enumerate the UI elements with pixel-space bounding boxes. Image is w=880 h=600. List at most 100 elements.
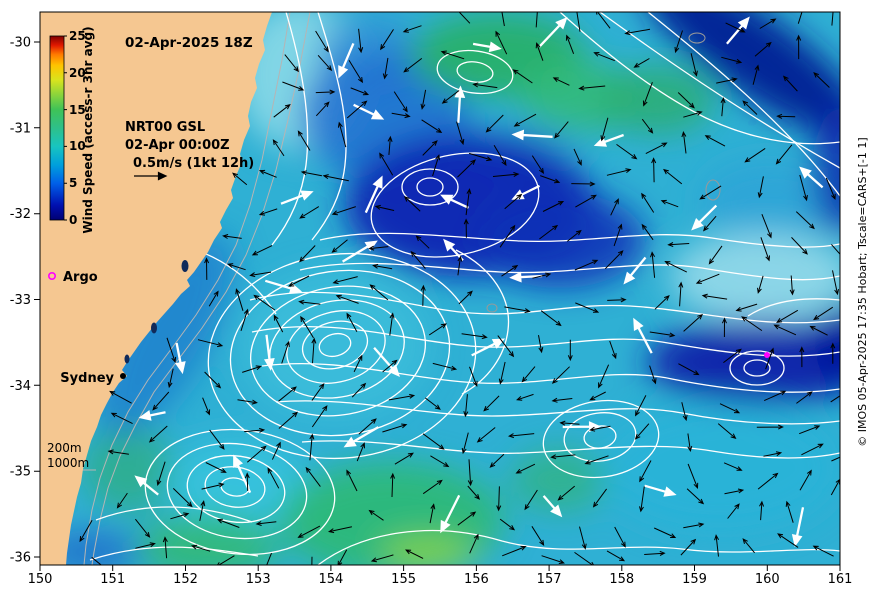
wind-vector-arrow bbox=[644, 550, 666, 556]
wind-vector-arrow bbox=[222, 234, 242, 239]
wind-vector-arrow bbox=[789, 275, 795, 296]
wind-vector-arrow bbox=[763, 451, 783, 457]
wind-vector-arrow bbox=[403, 195, 421, 212]
wind-vector-arrow bbox=[552, 77, 570, 86]
wind-vector-arrow bbox=[244, 472, 250, 491]
wind-vector-arrow bbox=[641, 118, 654, 134]
wind-vector-arrow bbox=[205, 462, 227, 473]
x-tick-label: 156 bbox=[464, 572, 489, 587]
wind-vector-arrow bbox=[309, 433, 315, 461]
wind-vector-arrow bbox=[135, 542, 156, 549]
wind-vector-arrow bbox=[797, 12, 803, 24]
current-vector-arrow bbox=[593, 133, 624, 147]
wind-vector-arrow bbox=[391, 112, 411, 119]
colorbar-label: Wind Speed (access-r 3hr avg) bbox=[81, 26, 95, 233]
contour-line bbox=[144, 428, 336, 556]
x-tick-label: 153 bbox=[246, 572, 271, 587]
wind-vector-arrow bbox=[204, 371, 222, 389]
contour-line bbox=[317, 529, 840, 565]
wind-vector-arrow bbox=[578, 85, 606, 91]
wind-vector-arrow bbox=[759, 18, 777, 29]
wind-vector-arrow bbox=[683, 110, 703, 118]
contour-line bbox=[542, 399, 660, 479]
credit-text: © IMOS 05-Apr-2025 17:35 Hobart; Tscale=… bbox=[856, 137, 869, 446]
y-tick-label: -34 bbox=[10, 379, 31, 394]
wind-vector-arrow bbox=[677, 92, 695, 109]
x-tick-label: 151 bbox=[100, 572, 125, 587]
wind-vector-arrow bbox=[237, 399, 258, 405]
plot-title: 02-Apr-2025 18Z bbox=[125, 35, 253, 51]
wind-vector-arrow bbox=[350, 87, 370, 96]
wind-vector-arrow bbox=[346, 312, 358, 332]
wind-vector-field bbox=[79, 12, 840, 565]
wind-vector-arrow bbox=[202, 397, 211, 416]
wind-vector-arrow bbox=[752, 64, 760, 85]
wind-vector-arrow bbox=[271, 441, 281, 460]
wind-vector-arrow bbox=[388, 393, 416, 401]
wind-vector-arrow bbox=[761, 214, 772, 239]
wind-vector-arrow bbox=[719, 403, 741, 414]
contour-line bbox=[599, 12, 840, 169]
wind-vector-arrow bbox=[683, 522, 705, 529]
wind-vector-arrow bbox=[513, 113, 537, 127]
wind-vector-arrow bbox=[429, 503, 436, 524]
wind-vector-arrow bbox=[799, 425, 821, 435]
sydney-label: Sydney bbox=[60, 371, 114, 386]
current-vector-arrow bbox=[623, 256, 647, 285]
argo-legend-label: Argo bbox=[63, 270, 98, 285]
isobath-1000m-line bbox=[91, 12, 311, 565]
current-vector-arrow bbox=[440, 494, 461, 534]
wind-vector-arrow bbox=[832, 270, 839, 296]
wind-vector-arrow bbox=[791, 237, 808, 255]
x-tick-label: 150 bbox=[28, 572, 53, 587]
field-blob bbox=[136, 515, 280, 565]
wind-vector-arrow bbox=[540, 310, 562, 327]
contour-line bbox=[647, 12, 840, 197]
wind-vector-arrow bbox=[379, 152, 394, 176]
wind-vector-arrow bbox=[799, 346, 805, 368]
wind-vector-arrow bbox=[645, 142, 668, 155]
wind-vector-arrow bbox=[485, 114, 504, 133]
wind-vector-arrow bbox=[642, 82, 653, 107]
wind-vector-arrow bbox=[593, 52, 615, 62]
field-blob bbox=[240, 270, 430, 420]
wind-vector-arrow bbox=[390, 472, 396, 498]
wind-vector-arrow bbox=[389, 312, 395, 336]
wind-vector-arrow bbox=[284, 54, 299, 73]
wind-vector-arrow bbox=[227, 263, 246, 271]
wind-vector-arrow bbox=[382, 359, 398, 373]
wind-vector-arrow bbox=[458, 12, 471, 24]
contour-line bbox=[207, 252, 477, 460]
wind-vector-arrow bbox=[255, 521, 277, 526]
contour-line bbox=[186, 454, 286, 524]
wind-vector-arrow bbox=[606, 550, 626, 562]
wind-vector-arrow bbox=[660, 199, 679, 208]
wind-vector-arrow bbox=[654, 295, 670, 310]
wind-vector-arrow bbox=[566, 229, 582, 242]
wind-vector-arrow bbox=[358, 28, 364, 54]
wind-vector-arrow bbox=[744, 147, 766, 163]
wind-vector-arrow bbox=[297, 525, 321, 538]
wind-vector-arrow bbox=[331, 206, 356, 216]
wind-vector-arrow bbox=[273, 314, 284, 333]
wind-vector-arrow bbox=[531, 155, 545, 175]
wind-vector-arrow bbox=[575, 302, 600, 313]
wind-vector-arrow bbox=[695, 273, 720, 284]
wind-vector-arrow bbox=[278, 386, 297, 402]
contour-line bbox=[195, 249, 277, 315]
wind-vector-arrow bbox=[507, 433, 535, 439]
wind-vector-arrow bbox=[723, 462, 743, 471]
wind-vector-arrow bbox=[550, 454, 576, 460]
isobath-1000m-label: 1000m bbox=[47, 456, 89, 470]
wind-vector-arrow bbox=[156, 461, 166, 486]
wind-vector-arrow bbox=[641, 192, 655, 213]
wind-vector-arrow bbox=[606, 168, 632, 176]
wind-vector-arrow bbox=[775, 144, 793, 165]
wind-vector-arrow bbox=[457, 255, 463, 276]
wind-vector-arrow bbox=[358, 418, 377, 435]
wind-vector-arrow bbox=[809, 325, 828, 336]
contour-line bbox=[249, 291, 840, 324]
wind-vector-arrow bbox=[469, 533, 479, 554]
wind-vector-arrow bbox=[721, 56, 743, 64]
